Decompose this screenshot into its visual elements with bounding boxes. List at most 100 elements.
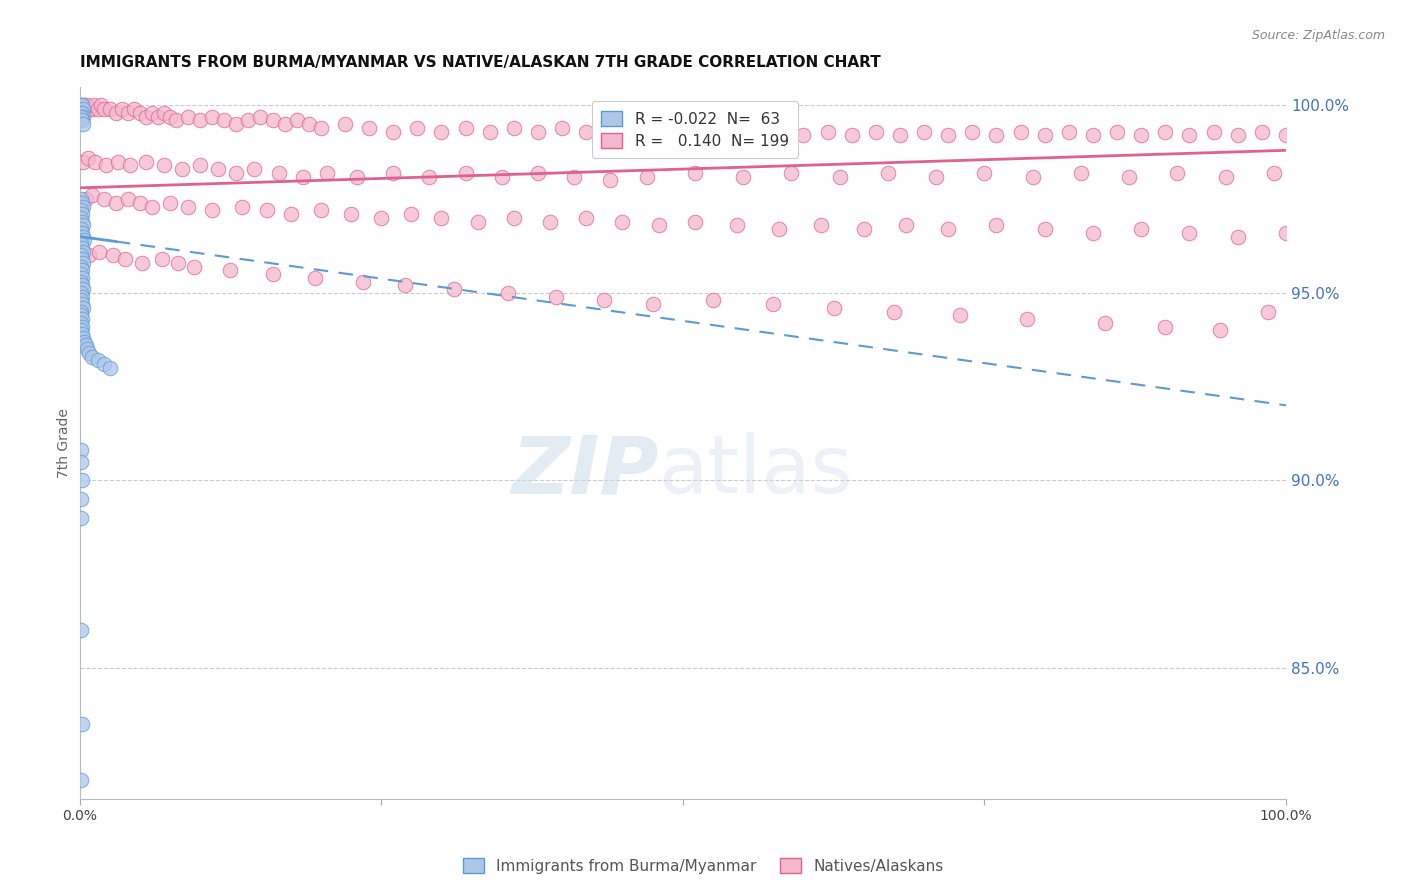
Point: [128, 105, 150, 120]
Legend: Immigrants from Burma/Myanmar, Natives/Alaskans: Immigrants from Burma/Myanmar, Natives/A…: [457, 852, 949, 880]
Point: [70, 319, 93, 334]
Point: [177, 110, 200, 124]
Point: [1208, 323, 1230, 337]
Point: [792, 128, 814, 143]
Point: [430, 125, 453, 139]
Point: [1263, 166, 1285, 180]
Point: [159, 110, 181, 124]
Point: [454, 166, 477, 180]
Point: [80, 350, 103, 364]
Point: [612, 214, 634, 228]
Point: [111, 102, 134, 116]
Point: [159, 195, 181, 210]
Point: [744, 128, 766, 143]
Point: [120, 158, 142, 172]
Point: [70, 98, 93, 112]
Point: [70, 214, 93, 228]
Point: [70, 105, 93, 120]
Point: [1226, 128, 1249, 143]
Point: [443, 282, 465, 296]
Point: [702, 293, 724, 308]
Point: [883, 304, 905, 318]
Point: [73, 98, 96, 112]
Point: [69, 222, 91, 236]
Point: [153, 158, 176, 172]
Point: [285, 113, 308, 128]
Point: [1257, 304, 1279, 318]
Point: [128, 195, 150, 210]
Point: [69, 443, 91, 458]
Point: [418, 169, 440, 184]
Point: [1226, 229, 1249, 244]
Point: [496, 285, 519, 300]
Text: IMMIGRANTS FROM BURMA/MYANMAR VS NATIVE/ALASKAN 7TH GRADE CORRELATION CHART: IMMIGRANTS FROM BURMA/MYANMAR VS NATIVE/…: [80, 55, 880, 70]
Point: [188, 158, 211, 172]
Point: [304, 270, 326, 285]
Point: [852, 222, 875, 236]
Point: [623, 125, 645, 139]
Point: [262, 113, 284, 128]
Point: [117, 105, 139, 120]
Point: [696, 128, 718, 143]
Point: [430, 211, 453, 225]
Point: [1275, 226, 1298, 240]
Point: [75, 338, 97, 352]
Point: [1010, 125, 1032, 139]
Point: [80, 188, 103, 202]
Point: [146, 110, 169, 124]
Point: [683, 166, 706, 180]
Legend: R = -0.022  N=  63, R =   0.140  N= 199: R = -0.022 N= 63, R = 0.140 N= 199: [592, 102, 797, 158]
Point: [1154, 125, 1177, 139]
Point: [454, 120, 477, 135]
Point: [69, 211, 91, 225]
Text: atlas: atlas: [658, 433, 853, 510]
Point: [150, 252, 173, 266]
Point: [280, 207, 302, 221]
Point: [141, 105, 163, 120]
Point: [1154, 319, 1177, 334]
Point: [780, 166, 803, 180]
Point: [93, 192, 115, 206]
Point: [731, 169, 754, 184]
Point: [104, 195, 127, 210]
Point: [72, 117, 94, 131]
Point: [69, 267, 91, 281]
Point: [77, 248, 100, 262]
Point: [103, 248, 125, 262]
Point: [72, 219, 94, 233]
Point: [599, 173, 621, 187]
Point: [69, 309, 91, 323]
Point: [69, 248, 91, 262]
Point: [70, 312, 93, 326]
Point: [672, 125, 695, 139]
Point: [894, 219, 917, 233]
Point: [467, 214, 489, 228]
Point: [986, 128, 1008, 143]
Point: [69, 491, 91, 506]
Point: [1130, 222, 1153, 236]
Point: [725, 219, 748, 233]
Point: [575, 211, 598, 225]
Point: [76, 342, 98, 356]
Point: [98, 360, 121, 375]
Point: [1130, 128, 1153, 143]
Point: [262, 267, 284, 281]
Point: [636, 169, 658, 184]
Point: [70, 195, 93, 210]
Point: [647, 128, 669, 143]
Point: [131, 256, 153, 270]
Point: [949, 309, 972, 323]
Point: [593, 293, 616, 308]
Point: [273, 117, 295, 131]
Point: [828, 169, 851, 184]
Point: [1081, 226, 1104, 240]
Point: [575, 125, 598, 139]
Point: [352, 275, 374, 289]
Point: [527, 125, 550, 139]
Point: [599, 128, 621, 143]
Point: [502, 120, 524, 135]
Point: [69, 260, 91, 274]
Point: [86, 353, 108, 368]
Point: [70, 241, 93, 255]
Point: [551, 120, 574, 135]
